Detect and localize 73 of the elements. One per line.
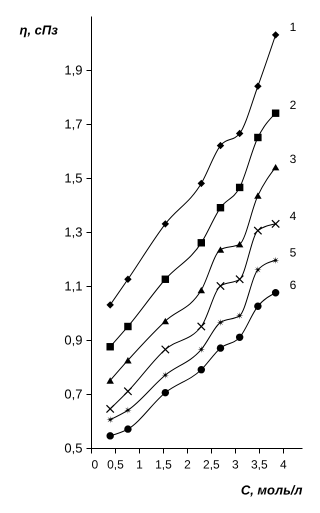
point (198, 286, 206, 294)
point (216, 282, 225, 290)
point (272, 256, 280, 264)
x-tick-label: 4 (280, 458, 287, 472)
point (161, 345, 170, 354)
point (254, 302, 262, 310)
y-tick-label: 1,9 (64, 62, 82, 78)
series-label: 2 (290, 98, 297, 112)
point (162, 276, 170, 283)
x-tick-label: 0,5 (107, 458, 124, 472)
point (272, 164, 280, 170)
point (236, 312, 244, 320)
point (106, 432, 114, 440)
y-tick-label: 0,7 (64, 386, 82, 402)
point (162, 371, 170, 379)
y-tick-label: 1,1 (64, 278, 82, 294)
point (198, 239, 206, 247)
point (216, 246, 224, 253)
point (216, 318, 224, 326)
point (162, 318, 170, 324)
x-tick-label: 3 (232, 458, 240, 472)
x-tick-label: 1 (136, 458, 144, 472)
x-tick-label: 2,5 (203, 458, 220, 472)
series-label: 1 (290, 20, 297, 34)
x-tick-label: 0 (92, 458, 98, 472)
point (254, 192, 262, 199)
series-label: 4 (290, 208, 297, 223)
point (106, 301, 114, 309)
point (106, 416, 114, 424)
point (124, 322, 132, 330)
point (216, 344, 224, 352)
point (162, 388, 170, 396)
x-axis-title: С, моль/л (240, 482, 302, 498)
point (124, 386, 132, 396)
y-axis-title: η, сПз (20, 22, 58, 38)
point (124, 357, 132, 364)
y-tick-label: 0,5 (64, 440, 82, 456)
y-tick-label: 1,3 (64, 224, 82, 240)
point (254, 82, 262, 90)
point (272, 109, 280, 117)
point (106, 343, 114, 350)
point (254, 266, 262, 274)
point (236, 184, 244, 192)
point (124, 425, 132, 433)
point (196, 322, 206, 331)
point (271, 220, 280, 228)
point (272, 289, 280, 296)
series-label: 6 (290, 278, 297, 292)
point (236, 130, 244, 138)
x-tick-label: 2 (184, 458, 192, 472)
point (198, 366, 206, 374)
y-tick-label: 0,9 (64, 332, 82, 348)
y-tick-label: 1,5 (64, 170, 82, 186)
point (198, 346, 206, 354)
point (216, 142, 224, 150)
series-label: 3 (290, 152, 297, 166)
point (124, 406, 132, 414)
point (254, 134, 262, 142)
x-tick-label: 3,5 (250, 458, 268, 472)
point (106, 377, 114, 384)
point (235, 274, 244, 284)
series-label: 5 (290, 245, 297, 260)
point (254, 226, 262, 235)
point (124, 276, 132, 283)
point (198, 180, 206, 188)
x-tick-label: 1,5 (155, 458, 172, 472)
point (236, 334, 244, 341)
point (162, 220, 170, 228)
point (106, 404, 114, 414)
point (236, 240, 244, 248)
point (272, 31, 280, 39)
y-tick-label: 1,7 (64, 116, 82, 132)
point (216, 204, 224, 212)
